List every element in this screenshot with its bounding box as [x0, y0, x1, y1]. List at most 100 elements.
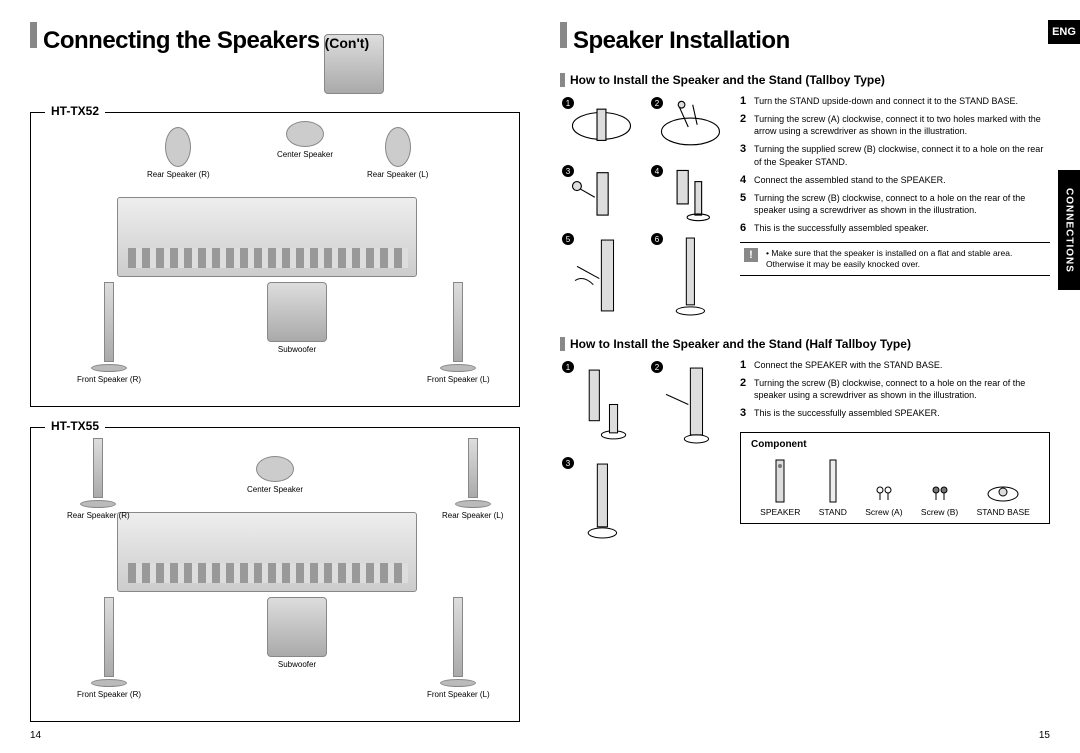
step-text: Turning the screw (A) clockwise, connect… [754, 113, 1050, 137]
step-number: 1 [740, 359, 754, 371]
step-text: This is the successfully assembled SPEAK… [754, 407, 940, 419]
step-row: 4Connect the assembled stand to the SPEA… [740, 174, 1050, 186]
step-text: Turn the STAND upside-down and connect i… [754, 95, 1018, 107]
install-steps-tallboy: 1Turn the STAND upside-down and connect … [740, 95, 1050, 321]
center-speaker: Center Speaker [247, 456, 303, 494]
component-label: Screw (B) [921, 507, 958, 517]
language-tab: ENG [1048, 20, 1080, 44]
label-rear-l: Rear Speaker (L) [442, 511, 503, 520]
step-row: 2Turning the screw (B) clockwise, connec… [740, 377, 1050, 401]
model-label: HT-TX52 [45, 104, 105, 118]
heading-mark [560, 337, 565, 351]
assembly-fig-6: 6 [649, 231, 732, 321]
install-figures: 1 2 3 [560, 359, 740, 545]
caution-icon: ! [744, 248, 758, 262]
section-heading-tallboy: How to Install the Speaker and the Stand… [560, 73, 1050, 87]
component-stand-base: STAND BASE [977, 456, 1030, 517]
rear-speaker-r: Rear Speaker (R) [147, 127, 210, 179]
title-bar-left: Connecting the Speakers (Con't) [30, 22, 520, 94]
page-title-left: Connecting the Speakers [43, 27, 320, 55]
receiver-icon [117, 197, 417, 277]
label-front-r: Front Speaker (R) [77, 690, 141, 699]
page-number-right: 15 [1039, 730, 1050, 741]
page-title-right: Speaker Installation [573, 27, 790, 55]
install-steps-half: 1Connect the SPEAKER with the STAND BASE… [740, 359, 1050, 545]
label-front-r: Front Speaker (R) [77, 375, 141, 384]
component-heading: Component [751, 439, 1039, 450]
label-rear-r: Rear Speaker (R) [147, 170, 210, 179]
front-speaker-r: Front Speaker (R) [77, 597, 141, 699]
label-sub: Subwoofer [267, 660, 327, 669]
subwoofer: Subwoofer [267, 282, 327, 354]
component-label: STAND [819, 507, 847, 517]
step-number: 1 [740, 95, 754, 107]
step-row: 2Turning the screw (A) clockwise, connec… [740, 113, 1050, 137]
label-sub: Subwoofer [267, 345, 327, 354]
assembly-fig-1: 1 [560, 359, 643, 449]
title-mark [560, 22, 567, 48]
step-text: Turning the screw (B) clockwise, connect… [754, 377, 1050, 401]
step-number: 3 [740, 407, 754, 419]
step-text: Turning the supplied screw (B) clockwise… [754, 143, 1050, 167]
component-label: SPEAKER [760, 507, 800, 517]
front-speaker-l: Front Speaker (L) [427, 282, 490, 384]
component-speaker: SPEAKER [760, 456, 800, 517]
model-label: HT-TX55 [45, 419, 105, 433]
caution-note: ! • Make sure that the speaker is instal… [740, 242, 1050, 276]
page-right: Speaker Installation ENG CONNECTIONS How… [540, 0, 1080, 753]
rear-speaker-l: Rear Speaker (L) [367, 127, 428, 179]
page-left: Connecting the Speakers (Con't) HT-TX52 … [0, 0, 540, 753]
label-center: Center Speaker [277, 150, 333, 159]
step-text: This is the successfully assembled speak… [754, 222, 929, 234]
assembly-fig-5: 5 [560, 231, 643, 321]
receiver-icon [117, 512, 417, 592]
heading-mark [560, 73, 565, 87]
rear-speaker-l: Rear Speaker (L) [442, 438, 503, 520]
assembly-fig-2: 2 [649, 95, 732, 157]
step-number: 4 [740, 174, 754, 186]
step-row: 5Turning the screw (B) clockwise, connec… [740, 192, 1050, 216]
note-text: Make sure that the speaker is installed … [766, 248, 1012, 269]
component-screw-b: Screw (B) [921, 456, 958, 517]
assembly-fig-2: 2 [649, 359, 732, 449]
step-row: 3Turning the supplied screw (B) clockwis… [740, 143, 1050, 167]
heading-text: How to Install the Speaker and the Stand… [570, 337, 911, 351]
label-rear-r: Rear Speaker (R) [67, 511, 130, 520]
step-text: Connect the assembled stand to the SPEAK… [754, 174, 946, 186]
section-side-tab: CONNECTIONS [1058, 170, 1080, 290]
model-box-tx55: HT-TX55 Rear Speaker (R) Rear Speaker (L… [30, 427, 520, 722]
component-stand: STAND [819, 456, 847, 517]
section-heading-half-tallboy: How to Install the Speaker and the Stand… [560, 337, 1050, 351]
install-figures: 1 2 3 4 5 6 [560, 95, 740, 321]
title-mark [30, 22, 37, 48]
assembly-fig-4: 4 [649, 163, 732, 225]
component-label: STAND BASE [977, 507, 1030, 517]
component-box: Component SPEAKER STAND Screw (A) Screw … [740, 432, 1050, 524]
install-block-tallboy: 1 2 3 4 5 6 1Turn the STAND upside-down … [560, 95, 1050, 321]
step-number: 3 [740, 143, 754, 167]
center-speaker: Center Speaker [277, 121, 333, 159]
step-number: 2 [740, 113, 754, 137]
title-bar-right: Speaker Installation [560, 22, 1050, 55]
wiring-diagram-tx52: Rear Speaker (R) Center Speaker Rear Spe… [47, 127, 503, 392]
step-text: Turning the screw (B) clockwise, connect… [754, 192, 1050, 216]
step-number: 2 [740, 377, 754, 401]
assembly-fig-1: 1 [560, 95, 643, 157]
front-speaker-l: Front Speaker (L) [427, 597, 490, 699]
page-title-suffix: (Con't) [324, 34, 384, 94]
step-row: 1Connect the SPEAKER with the STAND BASE… [740, 359, 1050, 371]
page-number-left: 14 [30, 730, 41, 741]
step-row: 6This is the successfully assembled spea… [740, 222, 1050, 234]
heading-text: How to Install the Speaker and the Stand… [570, 73, 885, 87]
assembly-fig-3: 3 [560, 455, 643, 545]
model-box-tx52: HT-TX52 Rear Speaker (R) Center Speaker … [30, 112, 520, 407]
label-front-l: Front Speaker (L) [427, 375, 490, 384]
component-label: Screw (A) [865, 507, 902, 517]
step-row: 3This is the successfully assembled SPEA… [740, 407, 1050, 419]
step-row: 1Turn the STAND upside-down and connect … [740, 95, 1050, 107]
component-screw-a: Screw (A) [865, 456, 902, 517]
install-block-half: 1 2 3 1Connect the SPEAKER with the STAN… [560, 359, 1050, 545]
label-center: Center Speaker [247, 485, 303, 494]
front-speaker-r: Front Speaker (R) [77, 282, 141, 384]
assembly-fig-3: 3 [560, 163, 643, 225]
